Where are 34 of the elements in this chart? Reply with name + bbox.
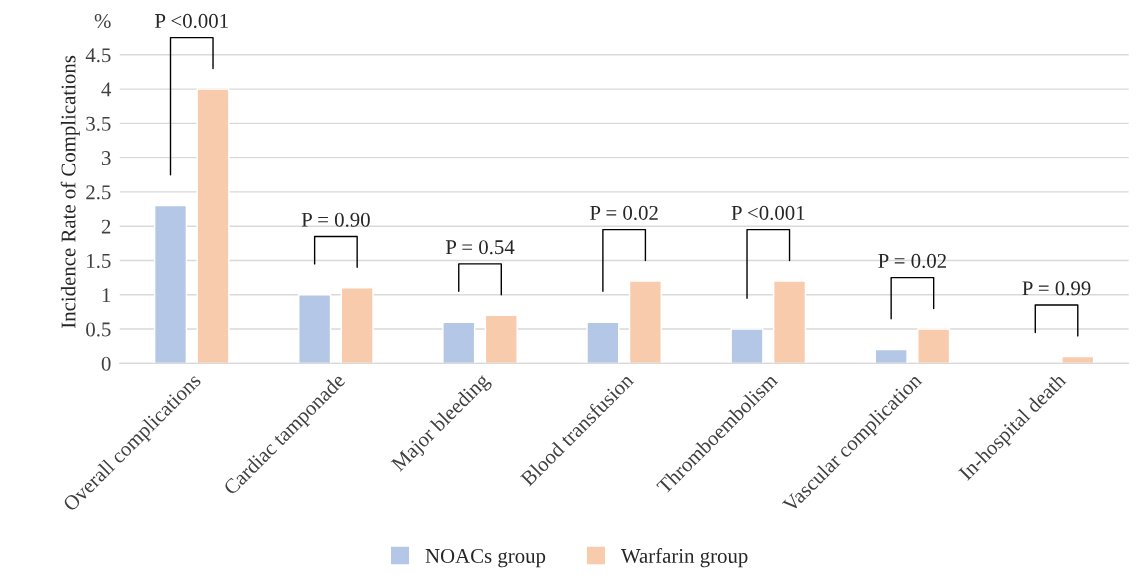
bar [484, 314, 518, 364]
y-tick-label: 2 [101, 219, 111, 234]
y-tick-label: 0 [101, 356, 111, 371]
bar [730, 328, 764, 364]
annotation: P <0.001 [155, 13, 228, 29]
bar [874, 348, 908, 364]
bar [917, 328, 951, 364]
bar [586, 321, 620, 364]
bar [442, 321, 476, 364]
y-tick-label: 4.5 [85, 48, 111, 63]
y-tick-label: 3.5 [86, 116, 111, 131]
annotation: P = 0.99 [1022, 281, 1091, 296]
annotation: P = 0.02 [878, 253, 946, 268]
y-tick-label: 1.5 [87, 253, 111, 268]
annotation: P = 0.90 [301, 212, 370, 227]
y-tick-label: 2.5 [86, 185, 111, 200]
bar [628, 280, 662, 364]
legend-label: NOACs group [425, 548, 546, 568]
y-axis-title: Incidence Rate of Complications [60, 55, 80, 328]
y-tick-label: % [94, 13, 111, 29]
annotation: P = 0.54 [445, 240, 515, 255]
y-tick-label: 0.5 [86, 322, 111, 337]
bar [298, 294, 332, 364]
bar [772, 280, 807, 364]
y-tick-label: 1 [102, 288, 111, 302]
bar [340, 287, 374, 364]
y-tick-label: 3 [101, 151, 111, 166]
legend-label: Warfarin group [621, 548, 748, 568]
y-tick-label: 4 [101, 82, 112, 97]
bar [153, 204, 188, 364]
annotation: P = 0.02 [590, 205, 658, 220]
bar [1061, 355, 1095, 364]
annotation: P <0.001 [731, 205, 805, 220]
bar [196, 88, 230, 364]
